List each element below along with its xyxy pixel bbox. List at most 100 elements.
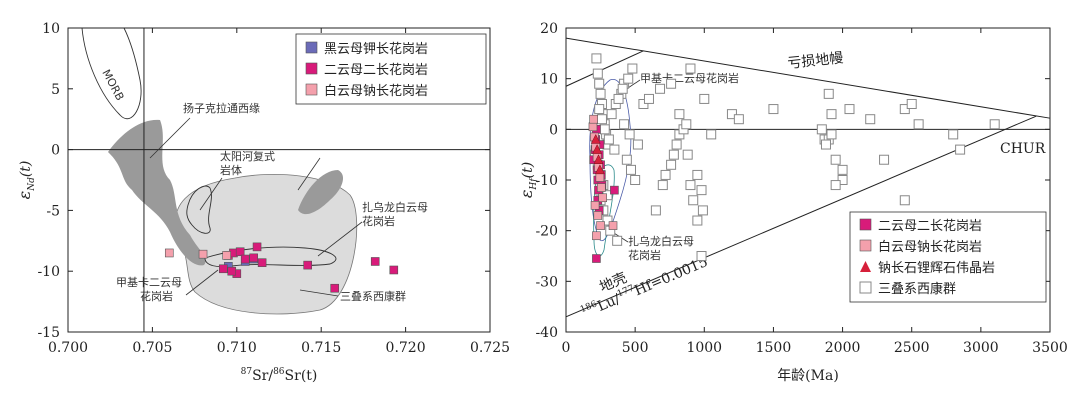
right-point-xikang <box>671 139 682 150</box>
right-x-tick-label: 500 <box>622 340 649 356</box>
right-legend-box <box>849 211 1047 303</box>
left-x-tick-label: 0.720 <box>386 340 426 356</box>
right-legend-swatch <box>859 218 872 231</box>
right-point-xikang <box>837 175 848 185</box>
right-point-xikang <box>830 154 841 165</box>
right-point-xikang <box>685 63 696 74</box>
left-x-tick-label: 0.725 <box>470 340 510 356</box>
right-x-tick-label: 1000 <box>686 340 722 356</box>
lu-hf-ratio-label: 186Lu/177Hf=0.0015 <box>579 253 710 322</box>
right-point-xikang <box>613 93 624 104</box>
left-chart: 0.700 0.705 0.710 0.715 0.720 0.725 10 5 0 -5 -10 -… <box>15 21 510 384</box>
right-point-xikang <box>816 124 827 135</box>
left-legend-swatch <box>305 83 318 96</box>
right-point-xikang <box>655 83 666 94</box>
right-point-xikang <box>823 88 834 99</box>
right-point-xikang <box>617 83 628 94</box>
right-point-xikang <box>596 114 607 125</box>
jiajika-leader <box>185 269 219 296</box>
left-point-series-2 <box>222 251 231 260</box>
left-point-series-1 <box>240 254 250 264</box>
right-x-tick-label: 0 <box>562 340 571 356</box>
right-point-xikang <box>643 93 654 104</box>
left-point-series-1 <box>235 247 245 257</box>
right-point-xikang <box>603 134 614 145</box>
left-legend-entry: 白云母钠长花岗岩 <box>324 83 428 99</box>
right-point-pegmatite <box>592 144 603 154</box>
right-point-granite-2 <box>593 211 603 220</box>
right-x-tick-label: 3500 <box>1032 340 1068 356</box>
left-point-series-1 <box>370 257 380 266</box>
right-legend-swatch <box>859 239 872 252</box>
right-x-tick-label: 3000 <box>963 340 999 356</box>
right-point-granite-1 <box>592 254 601 263</box>
left-point-series-1 <box>227 266 237 276</box>
right-point-xikang <box>625 164 636 175</box>
left-legend-swatch <box>305 62 318 75</box>
left-y-tick-label: -15 <box>37 325 60 341</box>
right-point-granite-2 <box>595 173 605 182</box>
left-point-series-1 <box>249 253 258 263</box>
right-legend-entry: 二云母二长花岗岩 <box>878 218 982 234</box>
right-point-xikang <box>594 104 605 115</box>
taiyanghe-field <box>186 185 212 234</box>
right-point-xikang <box>681 119 692 130</box>
zhawulong-label-2: 花岗岩 <box>628 248 661 262</box>
left-legend-entry: 黑云母钾长花岗岩 <box>324 41 428 57</box>
right-point-xikang <box>697 205 708 216</box>
right-point-xikang <box>609 144 620 155</box>
right-point-xikang <box>768 104 779 115</box>
right-point-xikang <box>606 109 617 120</box>
jiajika-granite-label: 甲基卡二云母花岗岩 <box>640 71 739 85</box>
right-point-xikang <box>906 99 917 109</box>
right-point-granite-2 <box>608 221 618 230</box>
right-point-xikang <box>899 104 910 115</box>
left-x-tick-label: 0.710 <box>217 340 257 356</box>
yangzi-leader <box>149 117 191 159</box>
right-point-xikang <box>692 215 703 226</box>
right-point-granite-2 <box>596 221 605 230</box>
right-point-xikang <box>657 180 668 191</box>
right-y-tick-label: 0 <box>549 122 558 138</box>
left-y-axis-label: εNd(t) <box>15 161 37 200</box>
right-point-xikang <box>830 180 841 191</box>
taiyanghe-label-1: 太阳河复式 <box>220 149 275 163</box>
right-legend-entry: 白云母钠长花岗岩 <box>878 239 982 255</box>
right-point-xikang <box>706 129 717 140</box>
right-point-xikang <box>638 99 649 109</box>
right-point-xikang <box>621 154 632 165</box>
zhawulong-label-1: 扎乌龙白云母 <box>628 234 694 248</box>
right-y-tick-label: -20 <box>535 224 558 240</box>
right-point-xikang <box>726 109 737 120</box>
right-point-granite-1 <box>610 185 619 195</box>
right-x-tick-label: 1500 <box>756 340 792 356</box>
right-point-granite-2 <box>596 183 606 192</box>
right-point-granite-2 <box>598 193 607 203</box>
chur-label: CHUR <box>1000 141 1046 157</box>
right-point-xikang <box>899 195 910 206</box>
right-point-xikang <box>685 180 696 191</box>
morb-field <box>81 27 142 120</box>
left-y-tick-label: -10 <box>37 264 60 280</box>
yangzi-leader-east <box>297 157 321 191</box>
right-point-xikang <box>591 53 602 64</box>
taiyanghe-label-2: 岩体 <box>220 163 242 177</box>
right-legend-entry: 三叠系西康群 <box>878 281 956 297</box>
right-x-axis-label: 年龄(Ma) <box>777 368 839 384</box>
right-point-xikang <box>595 88 606 99</box>
depleted-mantle-label: 亏损地幔 <box>787 50 844 72</box>
right-point-xikang <box>599 124 610 135</box>
upper-reference-line <box>565 50 644 87</box>
right-point-xikang <box>837 164 848 175</box>
right-y-tick-label: 20 <box>540 21 558 37</box>
right-point-xikang <box>602 215 613 226</box>
left-point-series-2 <box>164 248 174 258</box>
right-chart: 0 500 1000 1500 2000 2500 3000 3500 20 10 0 -10 -20 -… <box>517 21 1068 384</box>
right-point-xikang <box>624 129 635 140</box>
left-legend-entry: 二云母二长花岗岩 <box>324 62 428 78</box>
right-legend-entry: 钠长石锂辉石伟晶岩 <box>878 261 995 276</box>
left-point-series-1 <box>252 242 262 252</box>
right-point-pegmatite <box>590 133 601 144</box>
